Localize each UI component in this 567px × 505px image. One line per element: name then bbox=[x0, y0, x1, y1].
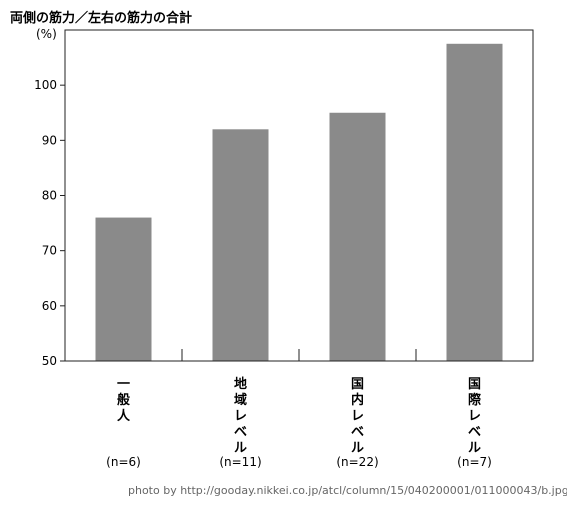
bar-3 bbox=[329, 112, 386, 361]
y-axis: 50 60 70 80 90 100 bbox=[34, 78, 65, 368]
bar-4 bbox=[446, 43, 503, 362]
category-label: 国際レベル bbox=[468, 377, 482, 456]
bar-2 bbox=[212, 129, 269, 361]
photo-credit: photo by http://gooday.nikkei.co.jp/atcl… bbox=[128, 484, 567, 497]
y-tick-label: 100 bbox=[34, 78, 57, 92]
y-tick-label: 70 bbox=[42, 244, 57, 258]
y-tick-label: 90 bbox=[42, 133, 57, 147]
bars bbox=[95, 43, 503, 362]
bar-1 bbox=[95, 217, 152, 361]
x-axis-labels: 一般人 (n=6) 地域レベル(n=11) 国内レベル(n=22) 国際レベル(n=7) bbox=[106, 376, 492, 469]
y-axis-label: (%) bbox=[36, 27, 57, 41]
sample-size-label: (n=22) bbox=[336, 455, 378, 469]
y-tick-label: 60 bbox=[42, 299, 57, 313]
axes bbox=[64, 29, 534, 362]
category-label: 国内レベル bbox=[351, 377, 364, 456]
bar-chart: 両側の筋力／左右の筋力の合計 (%) 50 60 70 80 90 100 一般人 (n=6… bbox=[10, 10, 534, 469]
sample-size-label: (n=7) bbox=[457, 455, 492, 469]
category-label: 地域レベル bbox=[234, 376, 247, 456]
y-tick-label: 50 bbox=[42, 354, 57, 368]
category-label: 一般人 bbox=[117, 377, 131, 424]
sample-size-label: (n=11) bbox=[219, 455, 261, 469]
y-tick-label: 80 bbox=[42, 189, 57, 203]
chart-title: 両側の筋力／左右の筋力の合計 bbox=[10, 10, 192, 26]
sample-size-label: (n=6) bbox=[106, 455, 141, 469]
